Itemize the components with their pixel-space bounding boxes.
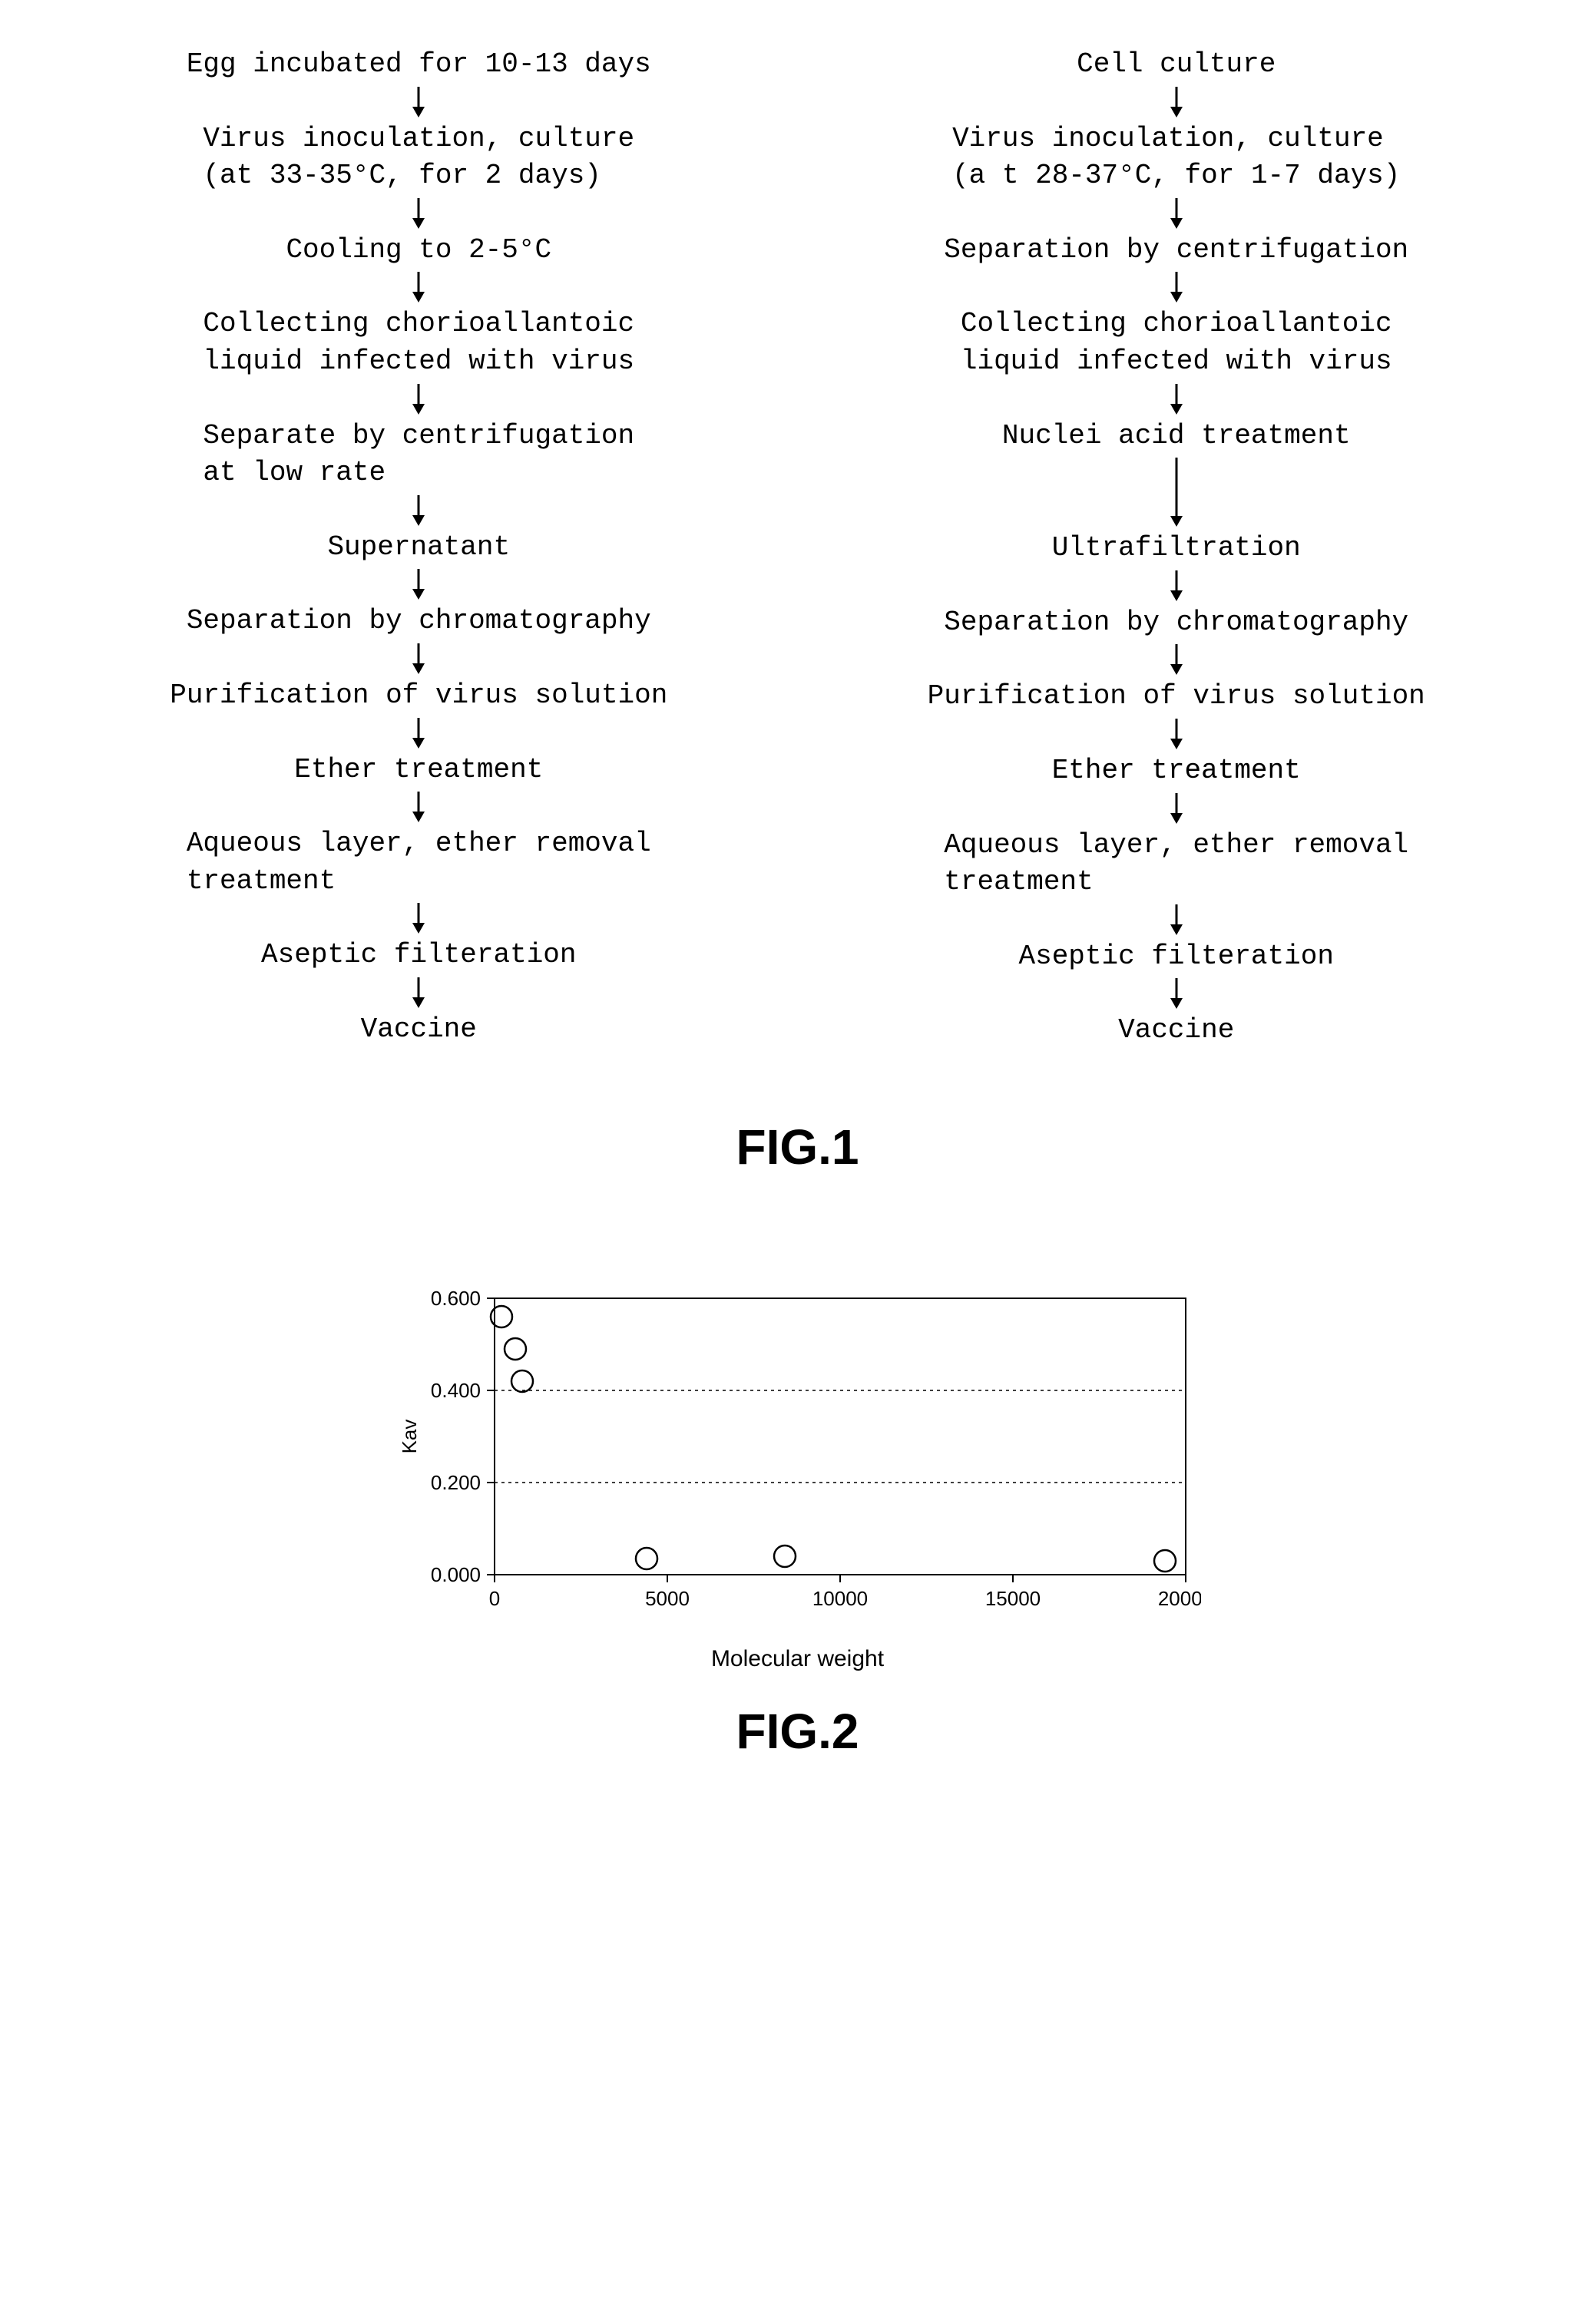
flow-step: Virus inoculation, culture (a t 28-37°C,… [952,121,1400,195]
down-arrow-icon [407,903,430,934]
flow-step: Vaccine [1118,1012,1234,1050]
flow-step: Cell culture [1077,46,1276,84]
down-arrow-icon [1165,198,1188,229]
flow-step: Nuclei acid treatment [1002,418,1351,455]
page: Egg incubated for 10-13 days Virus inocu… [0,0,1595,2324]
flowcharts-container: Egg incubated for 10-13 days Virus inocu… [38,46,1557,1050]
flow-step: Aqueous layer, ether removal treatment [187,825,651,900]
chart-container: 0 5000 10000 15000 20000 0.000 0.200 0.400 0.600… [38,1283,1557,1672]
flow-step: Egg incubated for 10-13 days [187,46,651,84]
down-arrow-icon [1165,978,1188,1009]
flowchart-left: Egg incubated for 10-13 days Virus inocu… [69,46,769,1050]
svg-text:20000: 20000 [1157,1587,1200,1610]
svg-text:10000: 10000 [812,1587,867,1610]
flow-step: Vaccine [361,1011,477,1049]
down-arrow-icon [1165,570,1188,601]
flow-step: Separation by chromatography [187,603,651,640]
flow-step: Separate by centrifugation at low rate [203,418,634,492]
flow-step: Separation by chromatography [944,604,1408,642]
scatter-chart: 0 5000 10000 15000 20000 0.000 0.200 0.400 0.600… [395,1283,1201,1672]
down-arrow-icon [1165,793,1188,824]
svg-text:0.600: 0.600 [430,1287,480,1310]
down-arrow-icon [407,718,430,749]
flow-step: Separation by centrifugation [944,232,1408,269]
down-arrow-icon [407,87,430,117]
down-arrow-icon [1165,904,1188,935]
svg-text:0.000: 0.000 [430,1563,480,1586]
svg-text:0.200: 0.200 [430,1471,480,1494]
x-axis-label: Molecular weight [395,1646,1201,1672]
figure-1-label: FIG.1 [38,1119,1557,1175]
flow-step: Aseptic filteration [1018,938,1333,976]
svg-text:15000: 15000 [984,1587,1040,1610]
down-arrow-icon [407,977,430,1008]
flow-step: Collecting chorioallantoic liquid infect… [961,306,1392,380]
down-arrow-icon [407,198,430,229]
down-arrow-icon [407,384,430,415]
flow-step: Ether treatment [1052,752,1301,790]
down-arrow-icon [407,643,430,674]
flow-step: Ultrafiltration [1052,530,1301,567]
flow-step: Virus inoculation, culture (at 33-35°C, … [203,121,634,195]
svg-text:5000: 5000 [645,1587,690,1610]
down-arrow-icon [1165,458,1188,527]
flow-step: Collecting chorioallantoic liquid infect… [203,306,634,380]
down-arrow-icon [407,792,430,822]
down-arrow-icon [1165,87,1188,117]
svg-text:0.400: 0.400 [430,1379,480,1402]
figure-2-label: FIG.2 [38,1703,1557,1760]
flow-step: Purification of virus solution [170,677,667,715]
down-arrow-icon [1165,644,1188,675]
down-arrow-icon [1165,719,1188,749]
down-arrow-icon [1165,384,1188,415]
flow-step: Supernatant [327,529,510,567]
flowchart-right: Cell culture Virus inoculation, culture … [826,46,1526,1050]
down-arrow-icon [1165,272,1188,302]
down-arrow-icon [407,569,430,600]
down-arrow-icon [407,272,430,302]
flow-step: Aseptic filteration [261,937,576,974]
down-arrow-icon [407,495,430,526]
flow-step: Aqueous layer, ether removal treatment [944,827,1408,901]
svg-text:Kav: Kav [398,1420,421,1454]
flow-step: Purification of virus solution [928,678,1425,716]
svg-text:0: 0 [488,1587,499,1610]
flow-step: Ether treatment [294,752,543,789]
flow-step: Cooling to 2-5°C [286,232,551,269]
